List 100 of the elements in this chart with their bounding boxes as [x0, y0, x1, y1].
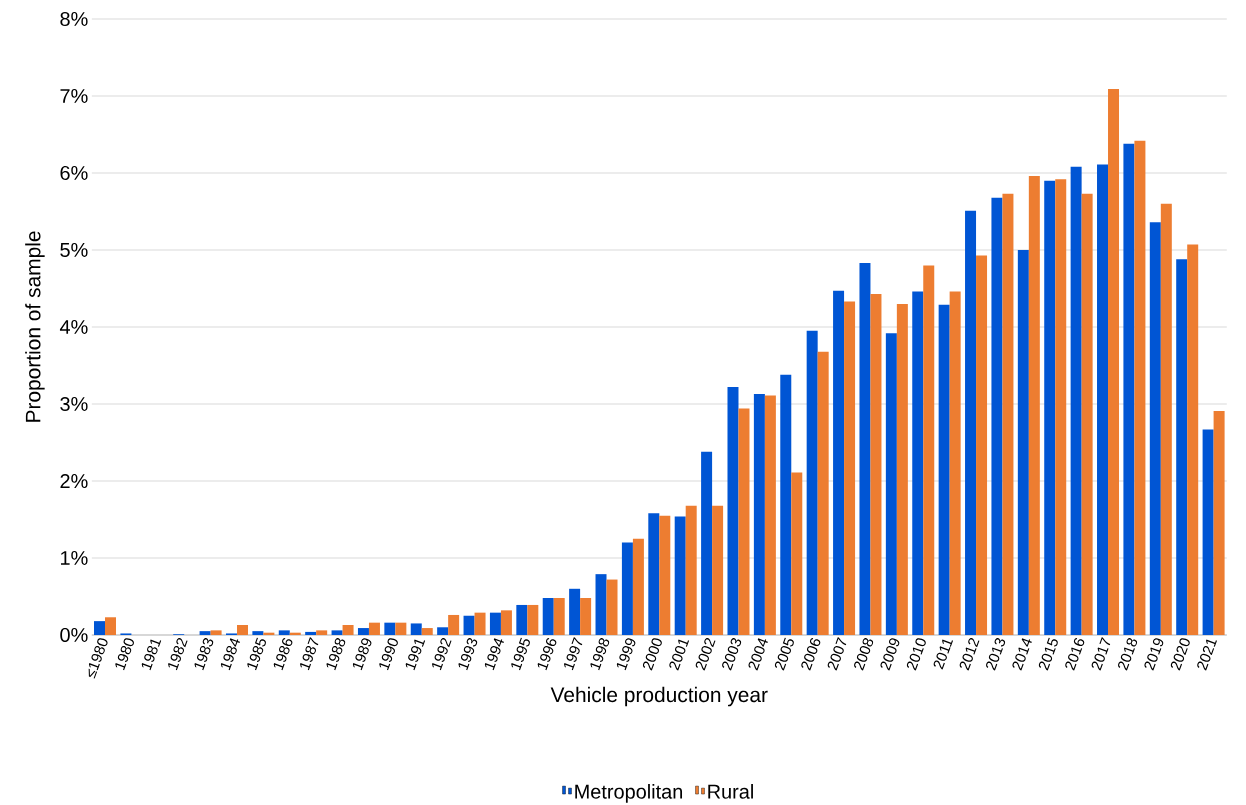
x-tick-label: ≤1980: [88, 638, 108, 679]
x-tick-label: 2004: [748, 638, 768, 671]
bar: [764, 395, 776, 635]
x-tick-label: 2008: [854, 638, 874, 671]
x-tick-label: 1987: [300, 637, 319, 671]
bar: [437, 627, 449, 635]
x-tick-label: 2017: [1091, 637, 1111, 671]
bar: [569, 588, 581, 635]
x-tick-label: 2006: [801, 638, 821, 671]
bar: [516, 604, 528, 635]
bar: [938, 304, 950, 635]
x-tick-label: 2011: [933, 639, 954, 670]
bar: [949, 291, 961, 635]
bar: [542, 598, 554, 635]
bar: [780, 374, 792, 635]
bar: [896, 303, 908, 635]
x-tick-label: 1997: [564, 637, 583, 671]
bar: [305, 631, 317, 635]
y-tick-label: 6%: [60, 165, 88, 181]
bar: [1017, 249, 1029, 635]
x-tick-label: 1998: [590, 638, 610, 671]
bar: [685, 505, 697, 635]
x-tick-label: 2002: [695, 638, 716, 671]
x-tick-label: 1985: [247, 637, 266, 671]
bar: [448, 614, 460, 635]
x-tick-label: 2016: [1065, 638, 1085, 671]
y-tick-label: 0%: [60, 627, 88, 643]
bar: [94, 621, 106, 635]
x-tick-label: 2005: [774, 637, 794, 671]
bar: [1002, 193, 1014, 635]
bar: [474, 612, 486, 635]
bar: [885, 333, 897, 635]
x-tick-label: 1983: [194, 638, 214, 671]
x-tick-label: 2009: [880, 638, 900, 671]
bar: [1134, 140, 1146, 635]
x-tick-label: 2000: [642, 638, 662, 671]
bar: [316, 630, 328, 635]
y-tick-label: 2%: [60, 473, 88, 488]
bar: [753, 393, 765, 635]
bar: [1044, 180, 1056, 635]
bar: [1187, 244, 1199, 635]
bar: [395, 622, 407, 635]
bar: [817, 351, 829, 635]
bar: [1160, 203, 1172, 635]
bar: [1108, 89, 1120, 635]
bar: [806, 330, 818, 635]
bar: [105, 617, 117, 635]
x-tick-label: 2021: [1197, 639, 1217, 671]
y-tick-label: 8%: [60, 11, 88, 27]
x-tick-label: 2012: [959, 638, 980, 671]
bar: [421, 628, 433, 635]
bar: [595, 574, 607, 635]
bar: [1097, 164, 1109, 635]
y-tick-label: 5%: [60, 242, 88, 257]
y-tick-label: 3%: [60, 396, 88, 412]
x-tick-label: 1994: [484, 638, 504, 671]
x-tick-label: 2010: [906, 638, 926, 671]
x-axis-title: Vehicle production year: [550, 686, 768, 707]
bar: [791, 472, 803, 635]
x-tick-label: 2015: [1038, 637, 1058, 671]
x-tick-label: 2014: [1012, 638, 1032, 671]
bar: [410, 623, 422, 635]
x-tick-label: 1992: [432, 638, 452, 671]
bar: [870, 293, 882, 635]
bar: [278, 630, 290, 635]
x-tick-label: 1986: [273, 638, 293, 671]
legend-label: Rural: [708, 784, 753, 799]
bar: [1202, 429, 1214, 635]
bar: [727, 387, 739, 635]
y-axis-title: Proportion of sample: [25, 231, 45, 422]
bar: [368, 622, 380, 635]
bar: [648, 513, 660, 635]
x-tick-label: 1981: [141, 639, 162, 671]
x-tick-label: 1995: [511, 637, 530, 671]
bar: [357, 628, 369, 635]
bar: [701, 451, 713, 635]
x-tick-label: 2019: [1144, 638, 1164, 671]
bar: [331, 630, 343, 635]
x-tick-label: 2020: [1170, 638, 1190, 671]
x-tick-label: 2007: [827, 637, 847, 671]
bar: [1081, 193, 1093, 635]
bar: [199, 631, 211, 635]
bar: [606, 579, 618, 635]
bar: [342, 624, 354, 635]
bar: [553, 598, 565, 635]
x-tick-label: 1984: [220, 638, 240, 671]
x-tick-label: 1991: [405, 639, 426, 671]
x-tick-label: 1980: [115, 638, 134, 671]
bar: [1055, 179, 1067, 635]
bar: [965, 210, 977, 635]
bar: [252, 631, 264, 635]
bar: [833, 290, 845, 635]
bar: [580, 598, 592, 635]
x-tick-label: 1989: [352, 638, 372, 671]
x-tick-label: 2018: [1118, 638, 1138, 671]
x-tick-label: 1990: [379, 638, 398, 671]
bar: [844, 301, 856, 635]
bar: [738, 408, 750, 635]
bar: [1213, 410, 1225, 635]
x-tick-label: 2003: [722, 638, 742, 671]
